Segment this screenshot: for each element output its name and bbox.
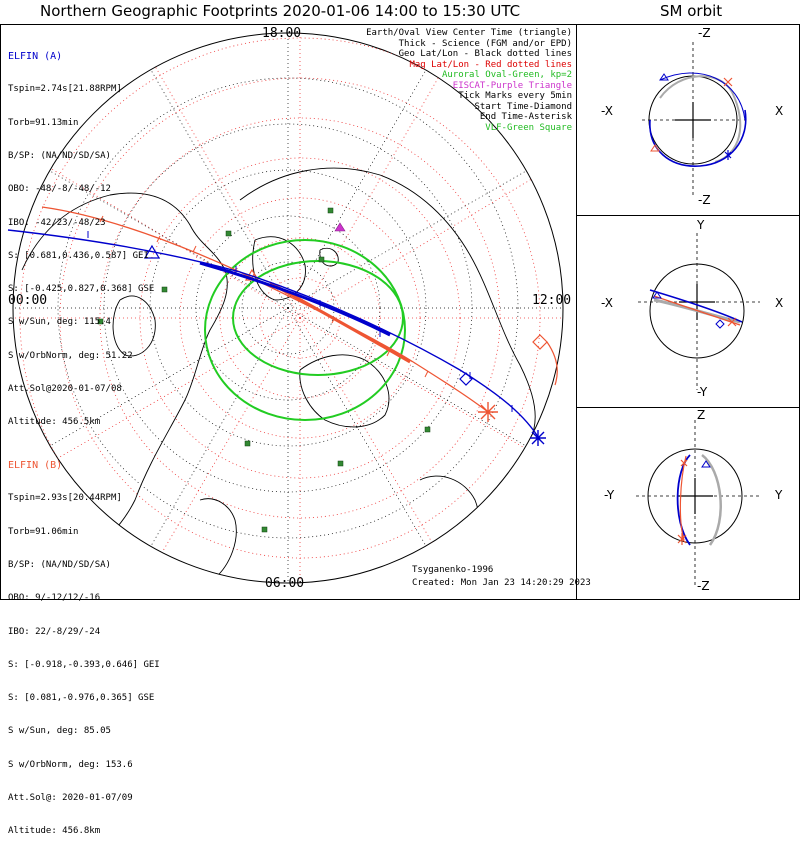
hour-label-top: 18:00 xyxy=(262,26,302,41)
vlf-square xyxy=(327,207,334,214)
elfin-a-line: S w/Sun, deg: 115.4 xyxy=(8,317,111,328)
elfin-b-tick xyxy=(99,215,429,378)
elfin-b-line: OBO: 9/-12/12/-16 xyxy=(8,593,101,604)
elfin-a-end-asterisk xyxy=(530,430,546,446)
elfin-b-name: ELFIN (B) xyxy=(8,460,63,472)
elfin-a-tick xyxy=(87,231,513,412)
orbit-panel-yz xyxy=(636,420,760,585)
auroral-ovals xyxy=(204,239,406,421)
map-title: Northern Geographic Footprints 2020-01-0… xyxy=(40,2,521,20)
elfin-b-line: Tspin=2.93s[20.44RPM] xyxy=(8,493,122,504)
vlf-square xyxy=(244,440,251,447)
elfin-b-end-asterisk xyxy=(478,402,498,422)
orbit-panel-xy xyxy=(638,233,760,390)
xy-bottom-label: -Y xyxy=(697,385,708,399)
xz-top-label: -Z xyxy=(698,26,711,40)
legend-item: End Time-Asterisk xyxy=(479,112,572,122)
vlf-square xyxy=(97,318,104,325)
legend-item: Earth/Oval View Center Time (triangle) xyxy=(366,28,572,38)
elfin-b-line: S: [0.081,-0.976,0.365] GSE xyxy=(8,693,155,704)
south-america-coast xyxy=(199,498,237,579)
geo-grid xyxy=(13,33,563,583)
eiscat-triangle xyxy=(334,222,346,232)
elfin-b-info: ELFIN (B) Tspin=2.93s[20.44RPM] Torb=91.… xyxy=(8,438,160,848)
xy-right-label: X xyxy=(775,296,784,310)
greenland-coast xyxy=(252,236,306,301)
vlf-square xyxy=(161,286,168,293)
elfin-b-line: Torb=91.06min xyxy=(8,526,79,537)
vlf-square xyxy=(424,426,431,433)
legend-item: Thick - Science (FGM and/or EPD) xyxy=(398,38,572,49)
europe-coast xyxy=(299,354,390,428)
yz-top-label: Z xyxy=(697,408,706,422)
elfin-b-line: Att.Sol@: 2020-01-07/09 xyxy=(8,793,133,803)
vlf-square xyxy=(225,230,232,237)
elfin-a-line: IBO: -42/23/-48/23 xyxy=(8,217,106,228)
legend-item: Start Time-Diamond xyxy=(474,101,572,112)
legend-item: EISCAT-Purple Triangle xyxy=(452,80,572,91)
elfin-b-line: IBO: 22/-8/29/-24 xyxy=(8,626,101,637)
model-credit: Tsyganenko-1996 xyxy=(412,565,494,575)
elfin-a-line: S: [-0.425,0.827,0.368] GSE xyxy=(8,284,155,295)
hour-label-right: 12:00 xyxy=(532,293,572,308)
elfin-a-start-diamond xyxy=(459,372,473,386)
xy-top-label: Y xyxy=(697,218,705,232)
legend-item: VLF-Green Square xyxy=(485,122,572,133)
auroral-oval-inner xyxy=(232,260,404,376)
elfin-b-line: B/SP: (NA/ND/SD/SA) xyxy=(8,560,111,571)
yz-right-label: Y xyxy=(775,488,783,502)
auroral-oval-outer xyxy=(204,239,406,421)
hudson-bay-coast xyxy=(112,295,156,357)
asia-coast xyxy=(239,167,536,441)
elfin-b-leadin xyxy=(546,341,558,386)
elfin-a-line: S w/OrbNorm, deg: 51.22 xyxy=(8,350,133,361)
north-america-coast xyxy=(21,192,228,561)
vlf-square xyxy=(318,256,325,263)
elfin-a-info: ELFIN (A) Tspin=2.74s[21.88RPM] Torb=91.… xyxy=(8,29,154,439)
yz-left-label: -Y xyxy=(604,488,615,502)
legend-item: Geo Lat/Lon - Black dotted lines xyxy=(398,49,572,59)
hour-label-left: 00:00 xyxy=(8,293,48,308)
elfin-a-line: B/SP: (NA/ND/SD/SA) xyxy=(8,151,111,162)
xz-right-label: X xyxy=(775,104,784,118)
xy-left-label: -X xyxy=(601,296,613,310)
vlf-stations xyxy=(97,207,431,533)
legend-item: Mag Lat/Lon - Red dotted lines xyxy=(409,59,572,70)
elfin-b-start-diamond xyxy=(532,334,548,350)
globe-outline xyxy=(12,32,564,584)
orbit-title: SM orbit xyxy=(660,2,723,20)
hour-label-bottom: 06:00 xyxy=(265,576,305,591)
elfin-b-line: S: [-0.918,-0.393,0.646] GEI xyxy=(8,659,160,670)
elfin-a-line: Att.Sol@2020-01-07/08 xyxy=(8,384,122,394)
yz-bottom-label: -Z xyxy=(697,579,710,593)
elfin-a-center-triangle xyxy=(143,244,161,259)
vlf-square xyxy=(261,526,268,533)
map-legend: Earth/Oval View Center Time (triangle) Th… xyxy=(366,28,572,133)
elfin-b-line: S w/Sun, deg: 85.05 xyxy=(8,726,111,737)
elfin-a-name: ELFIN (A) xyxy=(8,51,63,63)
elfin-a-line: Altitude: 456.5km xyxy=(8,417,101,428)
elfin-b-line: Altitude: 456.8km xyxy=(8,826,101,837)
orbit-panel-xz xyxy=(642,42,747,196)
elfin-a-line: S: [0.681,0.436,0.587] GEI xyxy=(8,250,149,261)
legend-item: Auroral Oval-Green, kp=2 xyxy=(441,70,572,80)
created-credit: Created: Mon Jan 23 14:20:29 2023 xyxy=(412,578,591,588)
xz-left-label: -X xyxy=(601,104,613,118)
elfin-a-line: Torb=91.13min xyxy=(8,117,79,128)
elfin-a-line: Tspin=2.74s[21.88RPM] xyxy=(8,84,122,95)
legend-item: Tick Marks every 5min xyxy=(458,91,572,101)
elfin-a-line: OBO: -48/-8/-48/-12 xyxy=(8,184,111,195)
vlf-square xyxy=(337,460,344,467)
polar-map xyxy=(7,32,760,585)
elfin-a-footprint xyxy=(7,229,546,446)
elfin-b-line: S w/OrbNorm, deg: 153.6 xyxy=(8,759,133,770)
xz-bottom-label: -Z xyxy=(698,193,711,207)
africa-coast xyxy=(419,475,480,571)
